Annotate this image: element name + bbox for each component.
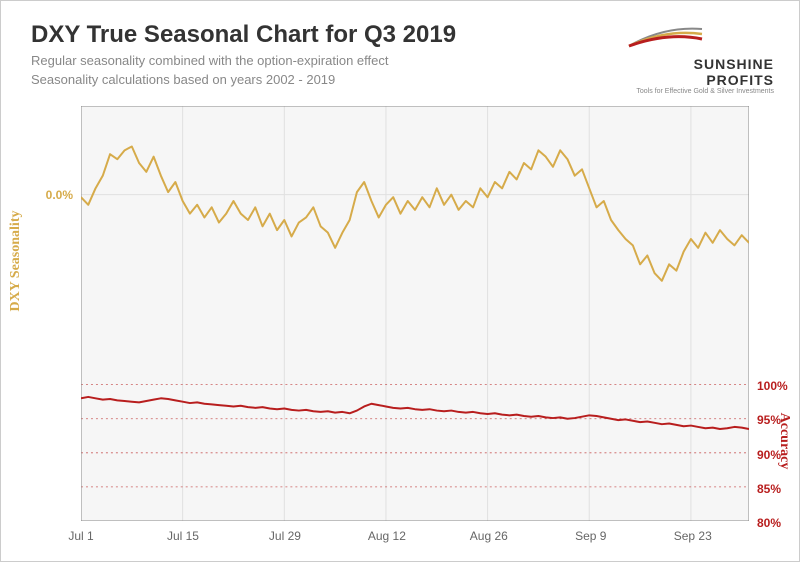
y-tick-right: 90% [757, 448, 781, 462]
y-tick-left: 0.0% [46, 188, 73, 202]
x-tick-label: Sep 9 [575, 529, 606, 543]
plot-area [81, 106, 749, 521]
logo-tagline: Tools for Effective Gold & Silver Invest… [624, 88, 774, 95]
logo-swoosh-icon [624, 21, 704, 51]
chart-svg [81, 106, 749, 521]
y-tick-right: 85% [757, 482, 781, 496]
x-tick-label: Aug 26 [470, 529, 508, 543]
logo-name: SUNSHINE PROFITS [624, 56, 774, 88]
y-axis-label-left: DXY Seasonality [8, 211, 24, 312]
x-tick-label: Jul 1 [68, 529, 93, 543]
chart-container: DXY True Seasonal Chart for Q3 2019 Regu… [0, 0, 800, 562]
x-tick-label: Jul 29 [269, 529, 301, 543]
x-tick-label: Aug 12 [368, 529, 406, 543]
y-tick-right: 80% [757, 516, 781, 530]
y-tick-right: 95% [757, 413, 781, 427]
x-tick-label: Sep 23 [674, 529, 712, 543]
y-tick-right: 100% [757, 379, 788, 393]
logo: SUNSHINE PROFITS Tools for Effective Gol… [624, 21, 774, 95]
x-tick-label: Jul 15 [167, 529, 199, 543]
